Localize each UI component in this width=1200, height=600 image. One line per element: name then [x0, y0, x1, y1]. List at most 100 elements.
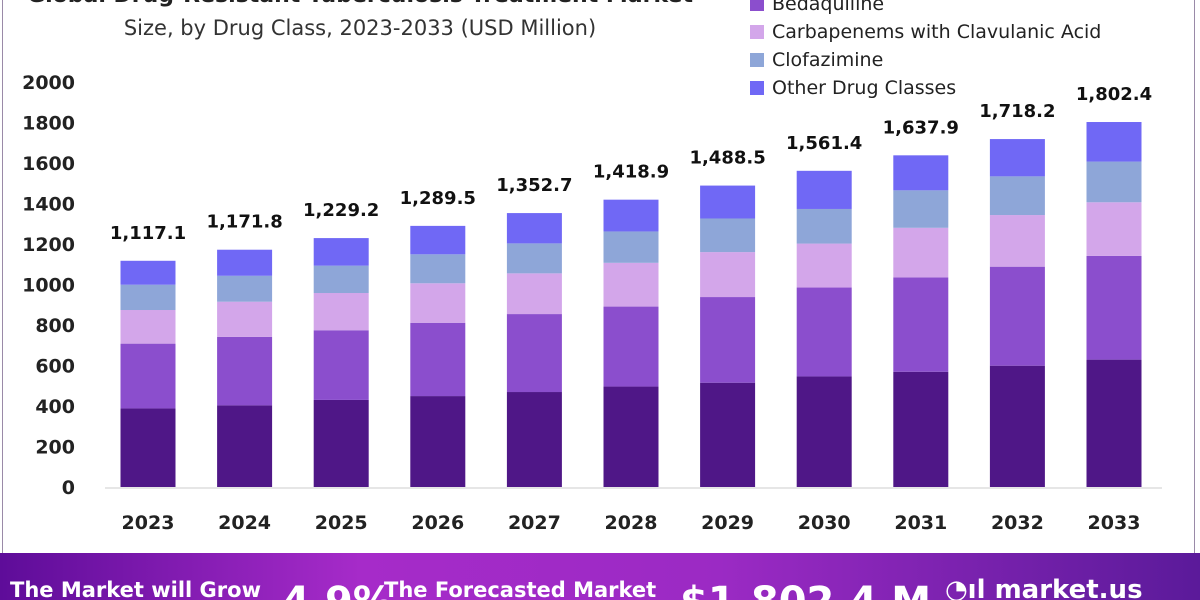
- data-label: 1,561.4: [786, 133, 862, 154]
- data-label: 1,637.9: [883, 117, 959, 138]
- bar-segment: [410, 225, 466, 255]
- legend-item: Clofazimine: [750, 46, 1101, 74]
- bar-segment: [217, 405, 273, 487]
- bar-segment: [120, 260, 176, 285]
- legend-swatch: [750, 81, 764, 95]
- data-label: 1,802.4: [1076, 84, 1152, 105]
- bar-segment: [989, 365, 1045, 487]
- bar-segment: [700, 297, 756, 383]
- legend-swatch: [750, 25, 764, 39]
- data-label: 1,718.2: [979, 101, 1055, 122]
- bar-segment: [217, 336, 273, 406]
- bar-segment: [313, 399, 369, 487]
- x-tick-label: 2030: [798, 512, 851, 534]
- y-tick-label: 2000: [22, 72, 75, 94]
- y-tick-label: 1000: [22, 275, 75, 297]
- data-label: 1,418.9: [593, 162, 669, 183]
- bar-segment: [120, 284, 176, 311]
- stacked-bar-chart: 0 200 400 600 800 1000 1200 1400 1600 1800 2000 1,1…: [22, 72, 1162, 534]
- bar-segment: [217, 275, 273, 302]
- y-tick-label: 800: [35, 315, 75, 337]
- legend-swatch: [750, 53, 764, 67]
- x-tick-label: 2031: [894, 512, 947, 534]
- grow-label: The Market will Grow: [10, 578, 261, 600]
- bar-segment: [893, 155, 949, 191]
- bar-segment: [217, 301, 273, 337]
- bar-segment: [796, 208, 852, 244]
- bar-segment: [313, 330, 369, 400]
- data-label: 1,171.8: [206, 212, 282, 233]
- forecast-label: The Forecasted Market: [384, 578, 657, 600]
- legend-label: Bedaquiline: [772, 0, 885, 15]
- bar-segment: [603, 262, 659, 307]
- x-tick-label: 2025: [315, 512, 368, 534]
- bar-segment: [506, 243, 562, 274]
- bar-segment: [506, 314, 562, 393]
- legend-swatch: [750, 0, 764, 11]
- brand-name: market.us: [994, 575, 1143, 600]
- x-tick-label: 2028: [605, 512, 658, 534]
- chart-title: Global Drug-Resistant Tuberculosis Treat…: [20, 0, 700, 8]
- x-tick-label: 2029: [701, 512, 754, 534]
- y-tick-label: 200: [35, 437, 75, 459]
- bar-segment: [603, 386, 659, 487]
- bar-segment: [989, 266, 1045, 366]
- data-label: 1,289.5: [400, 188, 476, 209]
- bar-segment: [796, 170, 852, 209]
- bar-segment: [893, 227, 949, 278]
- legend-label: Other Drug Classes: [772, 77, 957, 99]
- x-tick-label: 2033: [1088, 512, 1141, 534]
- bar-segment: [313, 238, 369, 266]
- bar-segment: [700, 252, 756, 298]
- bar-segment: [217, 249, 273, 276]
- bar-segment: [796, 376, 852, 487]
- y-tick-label: 1200: [22, 234, 75, 256]
- bar-segment: [893, 190, 949, 228]
- legend: Bedaquiline Carbapenems with Clavulanic …: [750, 0, 1101, 102]
- bar-segment: [120, 310, 176, 344]
- bar-segment: [410, 396, 466, 487]
- legend-label: Clofazimine: [772, 49, 884, 71]
- bar-segment: [313, 293, 369, 331]
- bar-segment: [1086, 161, 1142, 203]
- bar-segment: [120, 343, 176, 409]
- brand-logo: ◔ıl market.us: [945, 575, 1143, 600]
- bar-segment: [603, 306, 659, 387]
- bar-segment: [410, 322, 466, 397]
- x-tick-label: 2023: [122, 512, 175, 534]
- bar-segment: [1086, 359, 1142, 487]
- bar-segment: [313, 265, 369, 294]
- y-tick-label: 1600: [22, 153, 75, 175]
- legend-item: Carbapenems with Clavulanic Acid: [750, 18, 1101, 46]
- brand-icon: ◔ıl: [945, 575, 995, 600]
- bar-segment: [893, 371, 949, 487]
- bar-segment: [410, 254, 466, 284]
- data-label: 1,229.2: [303, 200, 379, 221]
- bar-segment: [796, 243, 852, 288]
- forecast-value: $1,802.4 M: [680, 579, 931, 600]
- x-tick-label: 2027: [508, 512, 561, 534]
- legend-item: Other Drug Classes: [750, 74, 1101, 102]
- bar-segment: [700, 382, 756, 487]
- y-tick-label: 400: [35, 396, 75, 418]
- x-tick-label: 2026: [411, 512, 464, 534]
- bar-segment: [700, 185, 756, 219]
- bar-segment: [120, 408, 176, 487]
- bar-segment: [989, 215, 1045, 267]
- x-tick-label: 2032: [991, 512, 1044, 534]
- bar-segment: [506, 273, 562, 315]
- bar-segment: [1086, 202, 1142, 256]
- bar-segment: [603, 231, 659, 263]
- bar-segment: [893, 277, 949, 372]
- bar-segment: [989, 176, 1045, 216]
- bar-segment: [989, 139, 1045, 177]
- legend-item: Bedaquiline: [750, 0, 1101, 18]
- y-tick-label: 0: [62, 477, 75, 499]
- x-tick-label: 2024: [218, 512, 271, 534]
- y-tick-label: 600: [35, 356, 75, 378]
- footer-banner: The Market will Grow 4.9% The Forecasted…: [0, 553, 1200, 600]
- bar-segment: [410, 283, 466, 323]
- bar-segment: [506, 213, 562, 244]
- data-label: 1,352.7: [496, 175, 572, 196]
- bar-segment: [700, 218, 756, 253]
